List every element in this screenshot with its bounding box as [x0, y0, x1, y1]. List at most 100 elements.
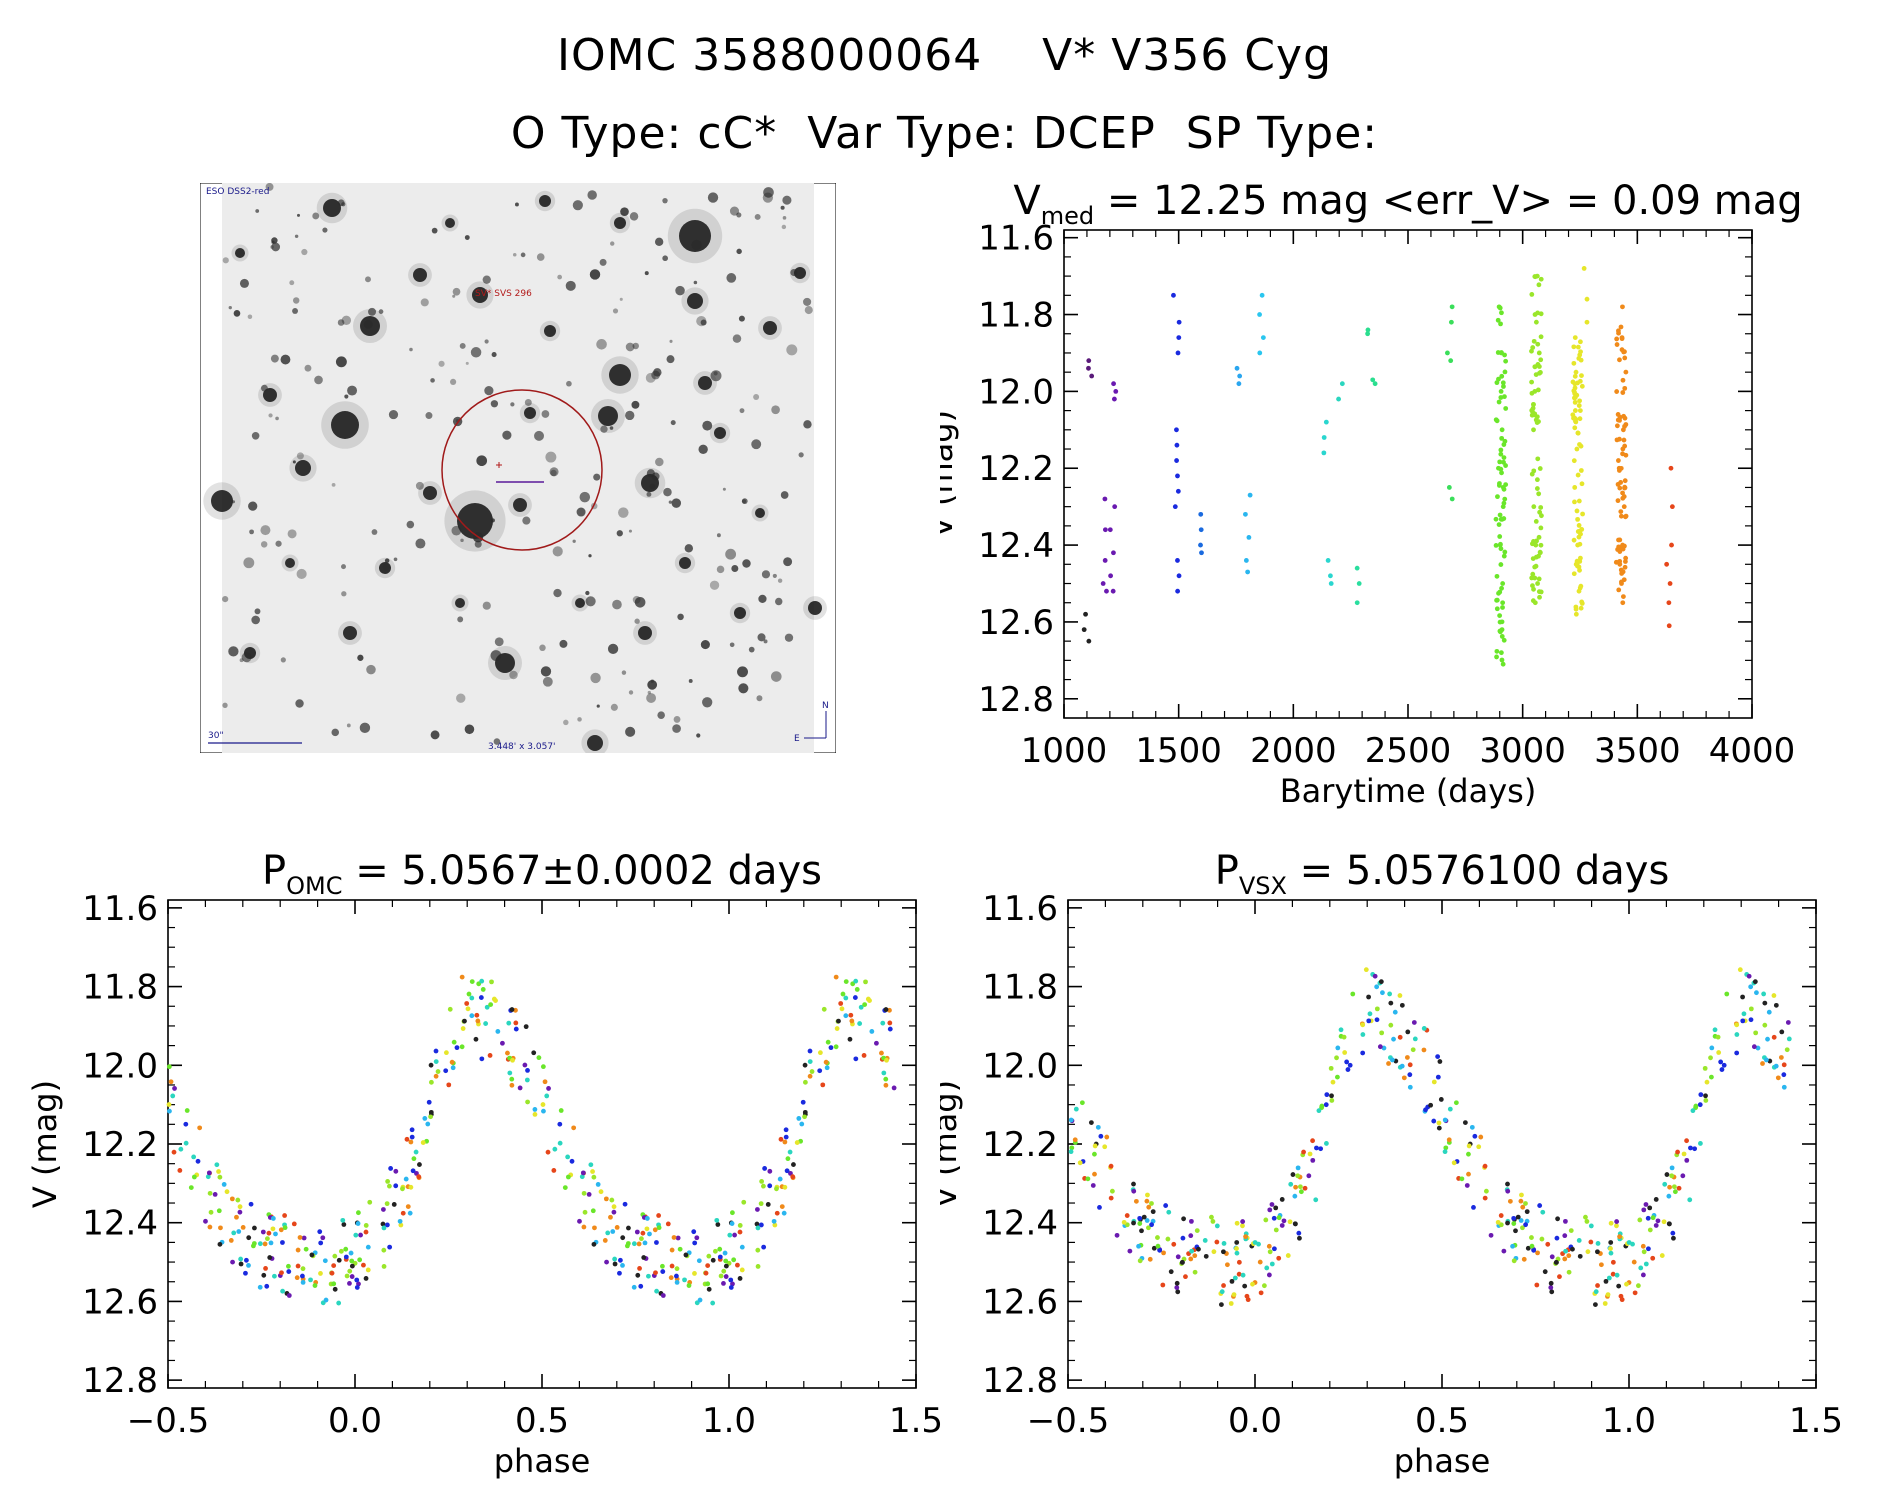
faint-star: [301, 248, 308, 256]
data-point: [1245, 569, 1251, 575]
data-point: [1302, 1185, 1308, 1191]
data-point: [1500, 661, 1506, 667]
data-point: [714, 1217, 720, 1223]
data-point: [1171, 1241, 1177, 1247]
data-point: [1374, 1006, 1380, 1012]
faint-star: [406, 520, 415, 529]
faint-star: [609, 426, 614, 430]
data-point: [1531, 402, 1536, 407]
faint-star: [647, 679, 658, 690]
data-point: [598, 1189, 604, 1195]
data-point: [887, 1020, 893, 1026]
data-point: [1618, 513, 1624, 519]
data-point: [1502, 369, 1508, 375]
data-point: [1572, 408, 1578, 413]
data-point: [1499, 435, 1505, 441]
data-point: [1502, 438, 1508, 444]
faint-star: [451, 525, 462, 536]
data-point: [1296, 1230, 1302, 1236]
faint-star: [577, 717, 582, 722]
star: [755, 508, 765, 518]
data-point: [1323, 1102, 1329, 1108]
data-point: [1324, 1092, 1330, 1098]
data-point: [417, 1162, 422, 1167]
faint-star: [552, 546, 563, 557]
data-point: [1647, 1205, 1653, 1211]
faint-star: [790, 268, 798, 277]
data-point: [625, 1241, 631, 1246]
data-point: [1571, 360, 1577, 366]
data-point: [263, 1266, 268, 1271]
data-point: [1214, 1223, 1220, 1229]
data-point: [1095, 1124, 1101, 1130]
data-point: [397, 1218, 403, 1224]
data-point: [1562, 1256, 1568, 1262]
data-point: [428, 1114, 433, 1120]
data-point: [1175, 558, 1180, 563]
data-point: [858, 1004, 864, 1010]
data-point: [1462, 1120, 1468, 1125]
data-point: [1619, 347, 1625, 353]
data-point: [1557, 1274, 1562, 1280]
data-point: [1525, 1245, 1531, 1251]
data-point: [732, 1232, 737, 1238]
data-point: [1620, 542, 1625, 548]
data-point: [644, 1226, 650, 1232]
data-point: [1712, 1027, 1718, 1033]
data-point: [802, 1109, 808, 1115]
data-point: [1494, 654, 1499, 660]
faint-star: [378, 309, 384, 314]
data-point: [1610, 1259, 1616, 1265]
y-tick-label: 12.6: [82, 1282, 158, 1322]
search-radius-circle: [441, 389, 603, 551]
data-point: [1588, 1239, 1594, 1245]
data-point: [1672, 1189, 1678, 1195]
star: [413, 268, 427, 282]
data-point: [1536, 364, 1542, 369]
data-point: [1423, 1107, 1428, 1113]
data-point: [1501, 455, 1507, 460]
faint-star: [275, 416, 279, 421]
data-point: [1535, 1250, 1540, 1256]
faint-star: [228, 646, 239, 657]
data-point: [1605, 1292, 1611, 1298]
data-point: [1438, 1097, 1444, 1102]
y-tick-label: 12.6: [982, 1282, 1058, 1322]
data-point: [1620, 451, 1625, 457]
star-halo: [374, 557, 396, 579]
data-point: [1081, 627, 1087, 633]
data-point: [552, 1146, 558, 1152]
data-point: [1127, 1248, 1133, 1254]
star: [679, 220, 711, 252]
data-point: [1709, 1045, 1715, 1051]
data-point: [1360, 1050, 1366, 1056]
data-point: [506, 1020, 512, 1026]
data-point: [443, 1068, 449, 1074]
data-point: [1570, 412, 1576, 418]
data-point: [863, 979, 868, 985]
data-point: [1260, 335, 1266, 340]
data-point: [1466, 1171, 1471, 1177]
data-point: [653, 1270, 658, 1276]
star: [263, 388, 277, 402]
faint-star: [775, 597, 783, 606]
data-point: [1501, 459, 1506, 465]
data-point: [1161, 1250, 1166, 1256]
faint-star: [502, 430, 512, 440]
data-point: [1584, 319, 1590, 325]
data-point: [282, 1225, 288, 1231]
data-point: [1319, 1103, 1325, 1109]
data-point: [1693, 1103, 1699, 1109]
data-point: [1097, 1204, 1102, 1210]
x-tick-label: −0.5: [127, 1401, 210, 1441]
data-point: [1271, 1246, 1277, 1252]
data-point: [1236, 1259, 1242, 1265]
faint-star: [271, 242, 281, 252]
data-point: [323, 1297, 329, 1303]
faint-star: [359, 722, 371, 734]
faint-star: [693, 280, 698, 285]
data-point: [509, 1007, 515, 1012]
data-point: [1623, 514, 1628, 520]
data-point: [462, 1018, 467, 1024]
data-point: [464, 1001, 470, 1006]
